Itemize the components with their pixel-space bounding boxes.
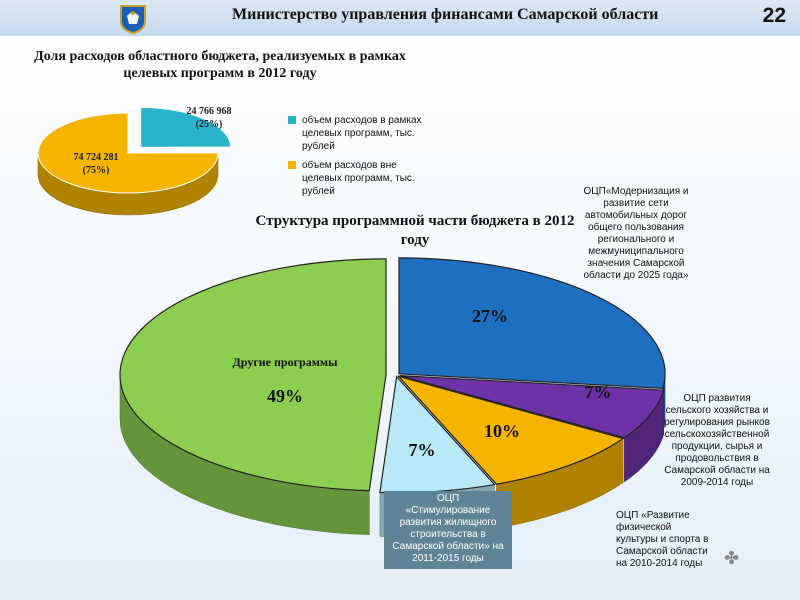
legend-label: объем расходов в рамках целевых программ…	[302, 115, 422, 152]
header-bar: Министерство управления финансами Самарс…	[0, 0, 800, 36]
slice-percent-label: 49%	[267, 386, 303, 406]
pie-slice	[396, 375, 625, 485]
budget-share-pie-chart: 24 766 968 (25%) 74 724 281 (75%)	[37, 106, 232, 216]
other-programs-label: Другие программы	[233, 355, 339, 369]
slice-percent-label: 27%	[472, 306, 508, 326]
pie-slice	[37, 112, 219, 194]
legend-swatch-cyan	[288, 116, 296, 124]
housing-note-line: «Стимулирование	[405, 505, 491, 516]
slice-value-label: 24 766 968	[187, 106, 232, 117]
housing-note-line: развития жилищного	[399, 517, 497, 528]
housing-program-note: ОЦП «Стимулирование развития жилищного с…	[384, 491, 512, 569]
sport-program-note: ОЦП «Развитие физической культуры и спор…	[616, 510, 709, 569]
presentation-logo-icon: ✤	[724, 548, 740, 569]
slice-percent-label: (75%)	[83, 165, 110, 176]
agriculture-program-note: ОЦП развития сельского хозяйства и регул…	[664, 393, 770, 488]
slice-value-label: 74 724 281	[74, 152, 119, 163]
pie-slice	[399, 374, 665, 439]
pie-slice	[119, 258, 387, 492]
legend-label: объем расходов вне целевых программ, тыс…	[302, 160, 415, 197]
slice-percent-label: 7%	[409, 440, 436, 460]
slice-percent-label: 10%	[484, 421, 520, 441]
budget-share-chart-title: Доля расходов областного бюджета, реализ…	[34, 49, 406, 81]
housing-note-line: ОЦП	[436, 493, 460, 504]
housing-note-line: строительства в	[410, 529, 486, 540]
budget-share-legend: объем расходов в рамках целевых программ…	[288, 114, 438, 204]
page-title: Министерство управления финансами Самарс…	[232, 6, 659, 23]
housing-note-line: Самарской области» на	[392, 541, 504, 552]
slice-percent-label: (25%)	[196, 119, 223, 130]
pie-slice	[140, 106, 232, 148]
pie-slice	[398, 257, 666, 390]
legend-item-non-target: объем расходов вне целевых программ, тыс…	[288, 159, 438, 198]
roads-program-note: ОЦП«Модернизация и развитие сети автомоб…	[583, 186, 689, 281]
legend-swatch-yellow	[288, 161, 296, 169]
legend-item-target-programs: объем расходов в рамках целевых программ…	[288, 114, 438, 153]
slice-percent-label: 7%	[585, 382, 612, 402]
page-number: 22	[762, 4, 786, 27]
housing-note-line: 2011-2015 годы	[412, 553, 484, 564]
program-structure-chart-title: Структура программной части бюджета в 20…	[255, 213, 575, 248]
coat-of-arms-icon	[120, 5, 146, 34]
